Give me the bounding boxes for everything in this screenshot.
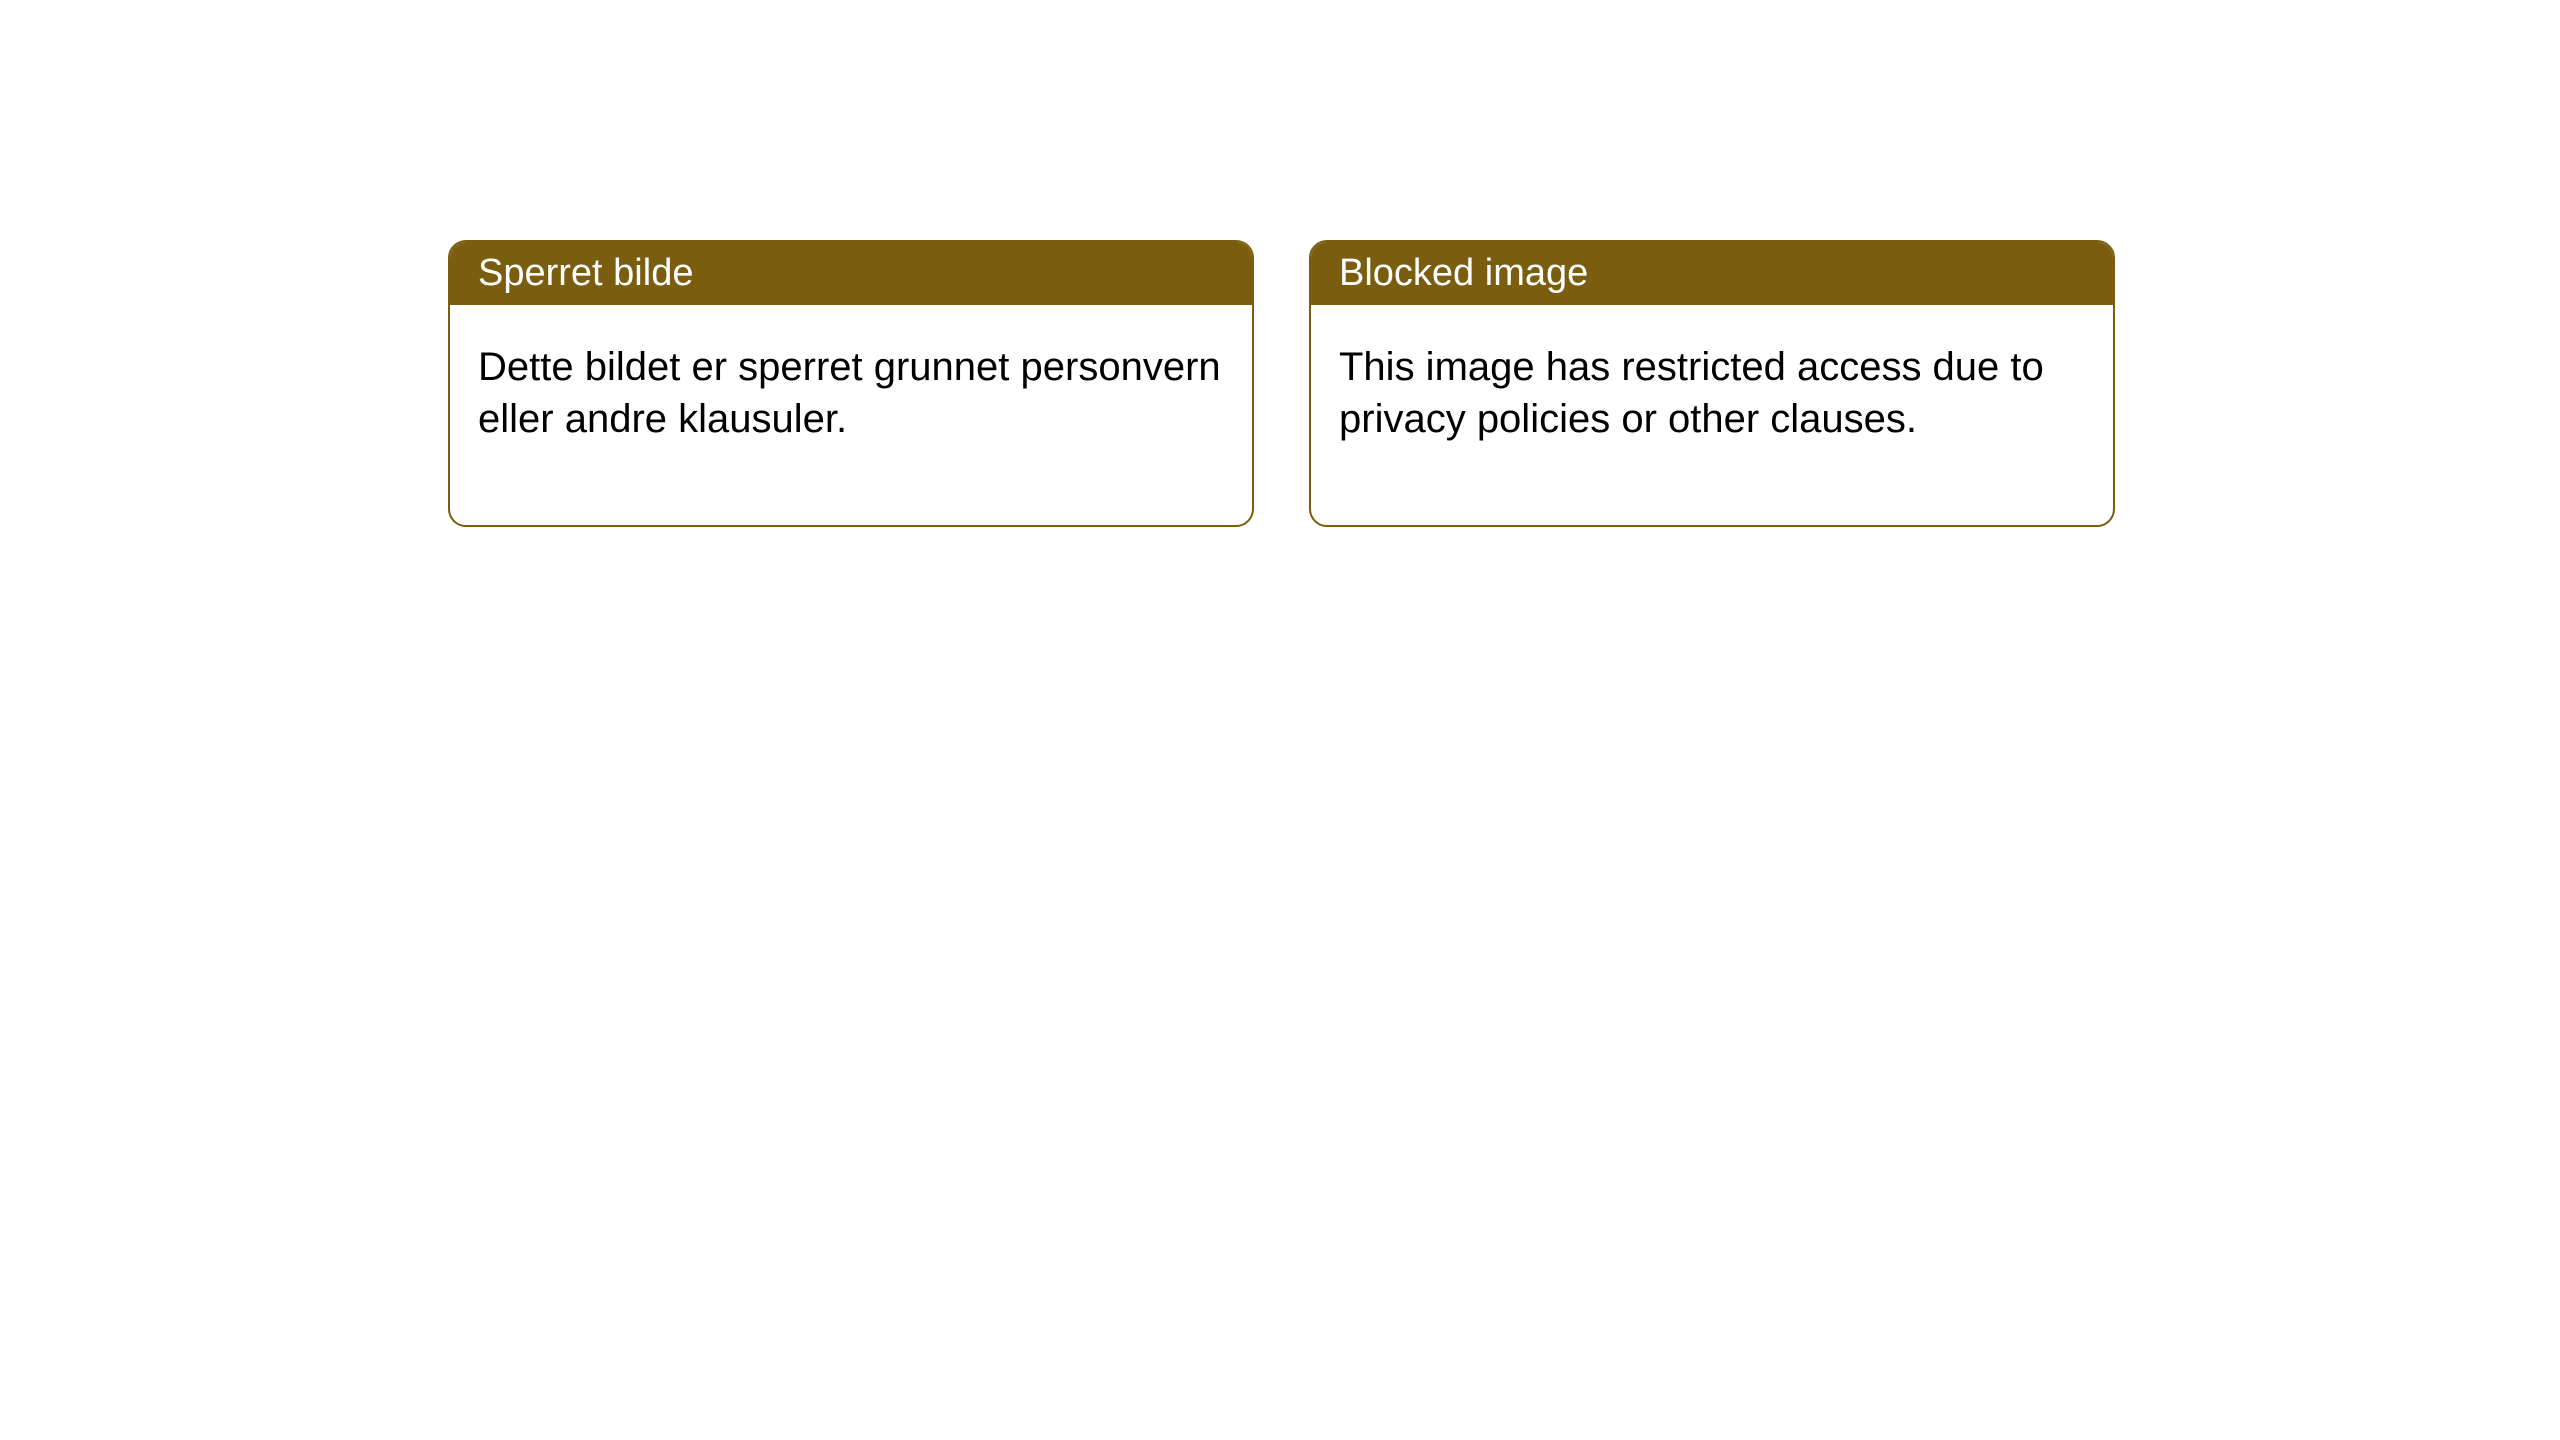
notice-card-norwegian: Sperret bilde Dette bildet er sperret gr… <box>448 240 1254 527</box>
card-header: Blocked image <box>1311 242 2113 305</box>
notice-cards-container: Sperret bilde Dette bildet er sperret gr… <box>448 240 2115 527</box>
card-body-text: Dette bildet er sperret grunnet personve… <box>478 345 1221 441</box>
card-header: Sperret bilde <box>450 242 1252 305</box>
card-header-text: Blocked image <box>1339 252 1588 294</box>
notice-card-english: Blocked image This image has restricted … <box>1309 240 2115 527</box>
card-body-text: This image has restricted access due to … <box>1339 345 2044 441</box>
card-header-text: Sperret bilde <box>478 252 693 294</box>
card-body: Dette bildet er sperret grunnet personve… <box>450 305 1252 525</box>
card-body: This image has restricted access due to … <box>1311 305 2113 525</box>
